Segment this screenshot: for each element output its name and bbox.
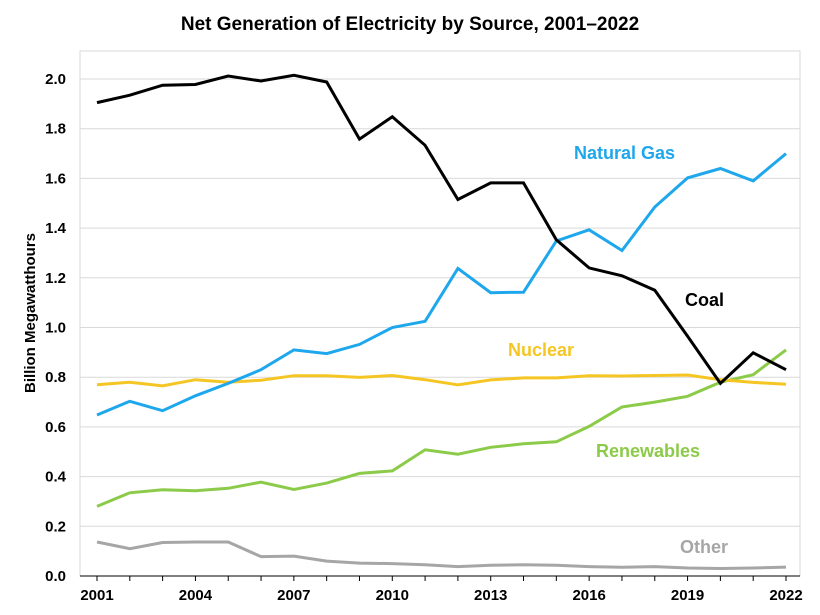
series-lines bbox=[96, 73, 787, 571]
y-tick-label: 0.6 bbox=[45, 419, 66, 436]
series-label-natural-gas: Natural Gas bbox=[574, 143, 675, 163]
x-tick-label: 2016 bbox=[572, 587, 605, 604]
series-line-renewables bbox=[96, 348, 787, 508]
y-tick-label: 2.0 bbox=[45, 71, 66, 88]
y-tick-label: 1.8 bbox=[45, 121, 66, 138]
y-tick-label: 0.2 bbox=[45, 518, 66, 535]
chart-title: Net Generation of Electricity by Source,… bbox=[181, 14, 639, 35]
series-line-coal bbox=[96, 73, 787, 386]
gridlines bbox=[80, 78, 800, 527]
x-axis: 2001 2004 2007 2010 2013 2016 2019 2022 bbox=[80, 576, 803, 604]
y-tick-label: 1.2 bbox=[45, 270, 66, 287]
series-label-coal: Coal bbox=[685, 290, 724, 310]
y-axis: 0.0 0.2 0.4 0.6 0.8 1.0 1.2 1.4 1.6 1.8 2.0 bbox=[45, 71, 67, 585]
x-tick-label: 2013 bbox=[474, 587, 507, 604]
x-tick-label: 2010 bbox=[376, 587, 409, 604]
y-tick-label: 1.6 bbox=[45, 170, 66, 187]
y-tick-label: 0.4 bbox=[45, 469, 67, 486]
y-tick-label: 1.0 bbox=[45, 320, 66, 337]
x-tick-label: 2022 bbox=[769, 587, 802, 604]
series-line-natural-gas bbox=[96, 152, 787, 417]
series-label-nuclear: Nuclear bbox=[508, 340, 574, 360]
y-tick-label: 1.4 bbox=[45, 220, 67, 237]
series-label-renewables: Renewables bbox=[596, 441, 700, 461]
x-tick-label: 2004 bbox=[179, 587, 213, 604]
plot-area bbox=[79, 50, 801, 577]
series-label-other: Other bbox=[680, 537, 728, 557]
y-tick-label: 0.8 bbox=[45, 369, 66, 386]
y-axis-label: Billion Megawatthours bbox=[22, 233, 39, 393]
x-tick-label: 2007 bbox=[277, 587, 310, 604]
x-tick-label: 2001 bbox=[80, 587, 113, 604]
series-line-nuclear bbox=[96, 373, 787, 388]
y-tick-label: 0.0 bbox=[45, 568, 66, 585]
x-tick-label: 2019 bbox=[671, 587, 704, 604]
series-line-other bbox=[96, 540, 787, 571]
